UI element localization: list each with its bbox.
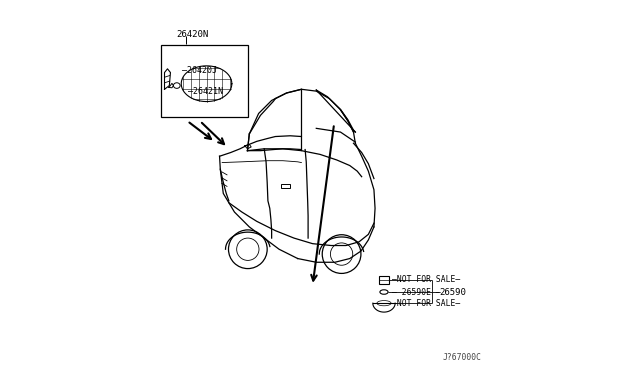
Text: 26420N: 26420N (177, 30, 209, 39)
Text: — 26590E —: — 26590E — (392, 288, 440, 296)
Text: 26590: 26590 (440, 288, 467, 296)
Bar (379, 276, 389, 284)
Text: —NOT FOR SALE—: —NOT FOR SALE— (392, 299, 460, 308)
Text: —26420J: —26420J (182, 66, 216, 75)
Text: —NOT FOR SALE—: —NOT FOR SALE— (392, 275, 460, 284)
Text: J?67000C: J?67000C (442, 353, 481, 362)
Text: —26421N: —26421N (188, 87, 223, 96)
Bar (161, 45, 248, 117)
Bar (281, 184, 291, 188)
